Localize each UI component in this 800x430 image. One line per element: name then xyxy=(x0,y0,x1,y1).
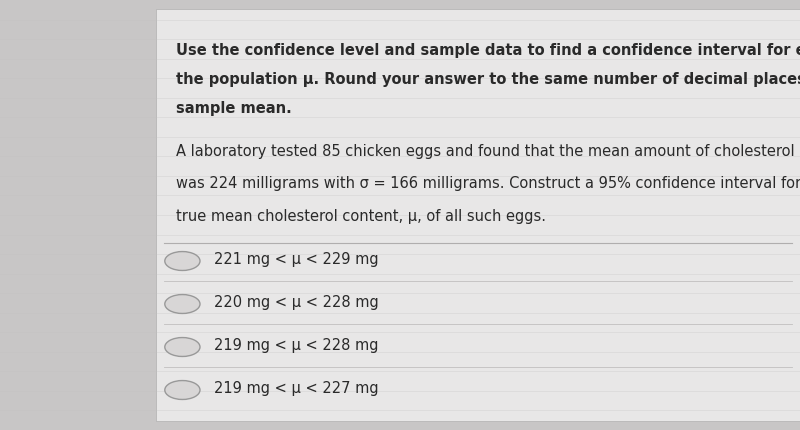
Circle shape xyxy=(165,338,200,356)
Circle shape xyxy=(165,295,200,313)
Text: 221 mg < μ < 229 mg: 221 mg < μ < 229 mg xyxy=(214,252,379,267)
Text: 220 mg < μ < 228 mg: 220 mg < μ < 228 mg xyxy=(214,295,379,310)
Text: was 224 milligrams with σ = 166 milligrams. Construct a 95% confidence interval : was 224 milligrams with σ = 166 milligra… xyxy=(176,176,800,191)
Text: Use the confidence level and sample data to find a confidence interval for estim: Use the confidence level and sample data… xyxy=(176,43,800,58)
Text: A laboratory tested 85 chicken eggs and found that the mean amount of cholestero: A laboratory tested 85 chicken eggs and … xyxy=(176,144,794,159)
Circle shape xyxy=(165,381,200,399)
Text: 219 mg < μ < 228 mg: 219 mg < μ < 228 mg xyxy=(214,338,379,353)
Text: sample mean.: sample mean. xyxy=(176,101,292,117)
FancyBboxPatch shape xyxy=(156,9,800,421)
Text: true mean cholesterol content, μ, of all such eggs.: true mean cholesterol content, μ, of all… xyxy=(176,209,546,224)
Text: the population μ. Round your answer to the same number of decimal places as the: the population μ. Round your answer to t… xyxy=(176,72,800,87)
Circle shape xyxy=(165,252,200,270)
Text: 219 mg < μ < 227 mg: 219 mg < μ < 227 mg xyxy=(214,381,379,396)
